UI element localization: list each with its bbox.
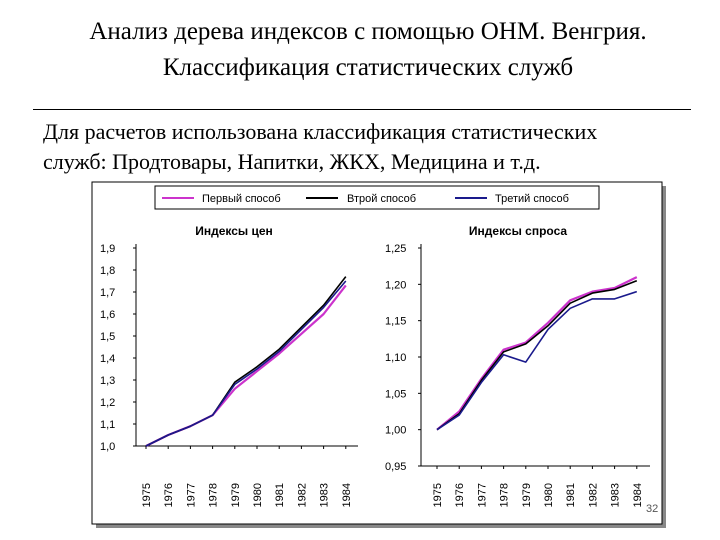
slide-title-line-1: Анализ дерева индексов с помощью ОНМ. Ве…: [89, 18, 647, 45]
y-tick-label: 1,7: [100, 287, 115, 299]
legend-label-3: Третий способ: [495, 193, 569, 205]
x-tick-label: 1984: [632, 483, 644, 507]
series-line-3: [145, 280, 347, 447]
legend-item-1: Первый способ: [162, 193, 281, 205]
legend-label-2: Втрой способ: [347, 193, 416, 205]
x-tick-label: 1978: [208, 483, 220, 507]
y-tick-label: 1,6: [100, 309, 115, 321]
y-tick-label: 1,2: [100, 397, 115, 409]
chart-2-title: Индексы спроса: [469, 224, 568, 238]
legend: Первый способ Втрой способ Третий способ: [162, 193, 569, 205]
chart-2-demand-indices: 1,25 1,20 1,15 1,10 1,05 1,00 0,95 1975 1976 1977…: [385, 243, 650, 507]
figure-frame: [91, 181, 663, 525]
y-tick-label: 1,5: [100, 331, 115, 343]
legend-item-3: Третий способ: [455, 193, 569, 205]
y-tick-label: 1,05: [385, 388, 406, 400]
body-text-line-2: служб: Продтовары, Напитки, ЖКХ, Медицин…: [43, 149, 541, 174]
x-tick-label: 1981: [274, 483, 286, 507]
x-tick-label: 1979: [521, 483, 533, 507]
y-tick-label: 1,0: [100, 441, 115, 453]
y-tick-label: 1,8: [100, 265, 115, 277]
y-tick-label: 0,95: [385, 461, 406, 473]
y-tick-label: 1,9: [100, 243, 115, 255]
y-tick-label: 1,3: [100, 375, 115, 387]
x-tick-label: 1983: [319, 483, 331, 507]
legend-box: [154, 185, 600, 210]
x-tick-label: 1984: [341, 483, 353, 507]
x-tick-label: 1981: [565, 483, 577, 507]
y-tick-label: 1,4: [100, 353, 115, 365]
x-tick-label: 1978: [499, 483, 511, 507]
x-tick-label: 1982: [587, 483, 599, 507]
x-tick-label: 1980: [252, 483, 264, 507]
x-tick-label: 1975: [141, 483, 153, 507]
body-text-line-1: Для расчетов использована классификация …: [43, 119, 598, 144]
x-tick-label: 1976: [163, 483, 175, 507]
y-tick-label: 1,20: [385, 279, 406, 291]
y-tick-label: 1,1: [100, 419, 115, 431]
slide-body-text: Для расчетов использована классификация …: [43, 117, 703, 177]
series-line-3: [436, 290, 638, 431]
chart-1-title: Индексы цен: [195, 224, 273, 238]
y-tick-label: 1,25: [385, 243, 406, 255]
x-tick-label: 1977: [185, 483, 197, 507]
x-tick-label: 1983: [610, 483, 622, 507]
y-tick-label: 1,15: [385, 316, 406, 328]
y-tick-label: 1,10: [385, 352, 406, 364]
chart-1-price-indices: 1,9 1,8 1,7 1,6 1,5 1,4 1,3 1,2 1,1 1,0 1975 1976 19…: [100, 243, 358, 507]
y-tick-label: 1,00: [385, 425, 406, 437]
x-tick-label: 1979: [230, 483, 242, 507]
legend-item-2: Втрой способ: [306, 193, 416, 205]
x-tick-label: 1982: [296, 483, 308, 507]
legend-label-1: Первый способ: [202, 193, 281, 205]
title-divider: [33, 109, 691, 110]
x-tick-label: 1980: [543, 483, 555, 507]
x-tick-label: 1975: [432, 483, 444, 507]
page-number: 32: [646, 503, 659, 515]
slide-title: Анализ дерева индексов с помощью ОНМ. Ве…: [0, 14, 720, 86]
x-tick-label: 1977: [476, 483, 488, 507]
slide-title-line-2: Классификация статистических служб: [162, 54, 574, 81]
series-line-1: [436, 276, 638, 431]
series-line-2: [436, 279, 638, 431]
x-tick-label: 1976: [454, 483, 466, 507]
